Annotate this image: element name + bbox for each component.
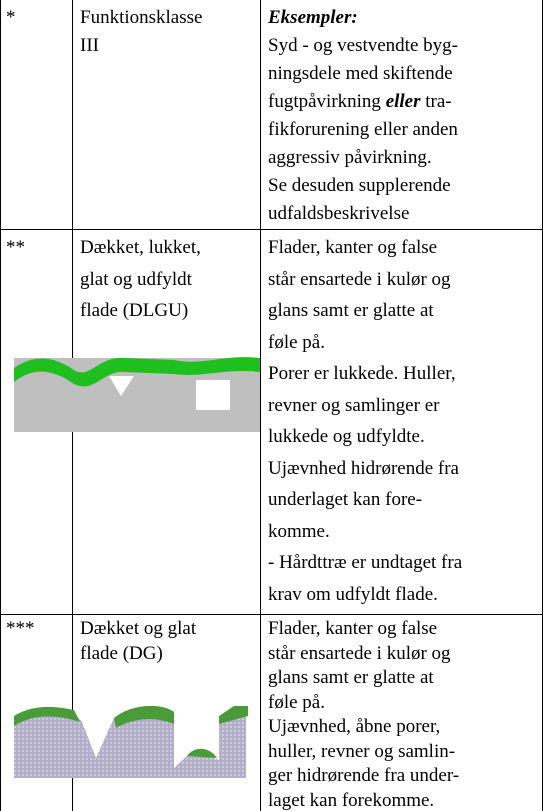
text: Flader, kanter og false	[268, 237, 437, 258]
description: Flader, kanter og false står ensartede i …	[268, 617, 459, 811]
text: Se desuden supplerende	[268, 175, 451, 196]
title-line: glat og udfyldt	[80, 264, 201, 296]
illustration	[14, 336, 260, 432]
text: står ensartede i kulør og	[268, 643, 451, 664]
border	[0, 229, 543, 230]
description-line: Flader, kanter og false	[268, 617, 459, 642]
border	[0, 0, 1, 811]
description-line: fikforurening eller anden	[268, 116, 458, 144]
emphasis: eller	[386, 91, 421, 112]
description-line: Syd - og vestvendte byg-	[268, 32, 458, 60]
text: tra-	[421, 91, 452, 112]
title-line: Dækket, lukket,	[80, 232, 201, 264]
description-line: Flader, kanter og false	[268, 232, 462, 264]
text: står ensartede i kulør og	[268, 269, 451, 290]
text: lukkede og udfyldte.	[268, 426, 425, 447]
emphasis: Eksempler:	[268, 7, 358, 28]
text: glans samt er glatte at	[268, 300, 434, 321]
text: - Hårdttræ er undtaget fra	[268, 552, 462, 573]
border	[0, 614, 543, 615]
description-line: lukkede og udfyldte.	[268, 421, 462, 453]
text: Ujævnhed hidrørende fra	[268, 458, 459, 479]
description-line: underlaget kan fore-	[268, 484, 462, 516]
text: revner og samlinger er	[268, 395, 439, 416]
description-line: står ensartede i kulør og	[268, 264, 462, 296]
description: Flader, kanter og false står ensartede i …	[268, 232, 462, 610]
text: huller, revner og samlin-	[268, 741, 455, 762]
description: Eksempler: Syd - og vestvendte byg-ningsd…	[268, 4, 458, 228]
title-line: flade (DG)	[80, 642, 196, 667]
marker: ***	[6, 617, 35, 642]
description-line: fugtpåvirkning eller tra-	[268, 88, 458, 116]
description-line: står ensartede i kulør og	[268, 642, 459, 667]
text: føle på.	[268, 332, 325, 353]
marker: **	[6, 232, 25, 264]
text: aggressiv påvirkning.	[268, 147, 432, 168]
description-line: føle på.	[268, 691, 459, 716]
text: føle på.	[268, 692, 325, 713]
title-line: flade (DLGU)	[80, 295, 201, 327]
title-line: Dækket og glat	[80, 617, 196, 642]
description-line: Ujævnhed, åbne porer,	[268, 715, 459, 740]
description-line: udfaldsbeskrivelse	[268, 200, 458, 228]
document-table: * FunktionsklasseIII Eksempler: Syd - og ve…	[0, 0, 543, 811]
border	[260, 0, 261, 811]
text: udfaldsbeskrivelse	[268, 203, 409, 224]
description-line: huller, revner og samlin-	[268, 740, 459, 765]
text: Porer er lukkede. Huller,	[268, 363, 456, 384]
text: laget kan forekomme.	[268, 790, 434, 811]
text: underlaget kan fore-	[268, 489, 422, 510]
description-line: glans samt er glatte at	[268, 666, 459, 691]
description-line: laget kan forekomme.	[268, 789, 459, 811]
text: komme.	[268, 521, 330, 542]
title-line: Funktionsklasse	[80, 4, 202, 32]
text: Syd - og vestvendte byg-	[268, 35, 458, 56]
text: fikforurening eller anden	[268, 119, 458, 140]
text: Flader, kanter og false	[268, 618, 437, 639]
description-line: komme.	[268, 516, 462, 548]
description-line: krav om udfyldt flade.	[268, 579, 462, 611]
description-line: Porer er lukkede. Huller,	[268, 358, 462, 390]
title-line: III	[80, 32, 202, 60]
description-line: revner og samlinger er	[268, 390, 462, 422]
text: ger hidrørende fra under-	[268, 765, 459, 786]
description-line: Eksempler:	[268, 4, 458, 32]
text: glans samt er glatte at	[268, 667, 434, 688]
description-line: aggressiv påvirkning.	[268, 144, 458, 172]
description-line: Se desuden supplerende	[268, 172, 458, 200]
text: krav om udfyldt flade.	[268, 584, 438, 605]
description-line: ningsdele med skiftende	[268, 60, 458, 88]
description-line: ger hidrørende fra under-	[268, 764, 459, 789]
description-line: glans samt er glatte at	[268, 295, 462, 327]
text: Ujævnhed, åbne porer,	[268, 716, 440, 737]
illustration	[14, 698, 260, 778]
description-line: - Hårdttræ er undtaget fra	[268, 547, 462, 579]
text: ningsdele med skiftende	[268, 63, 453, 84]
description-line: føle på.	[268, 327, 462, 359]
marker: *	[6, 4, 16, 32]
text: fugtpåvirkning	[268, 91, 386, 112]
description-line: Ujævnhed hidrørende fra	[268, 453, 462, 485]
